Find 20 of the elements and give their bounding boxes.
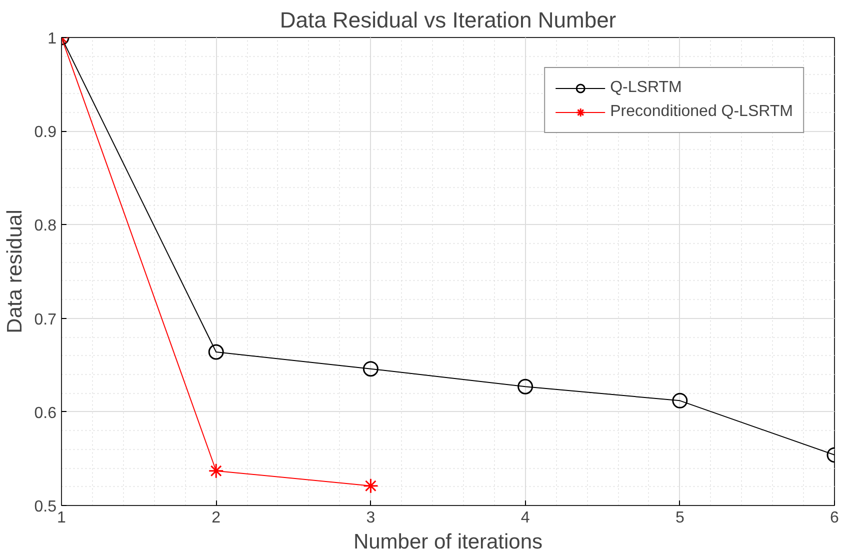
y-tick-label: 1 bbox=[48, 30, 57, 48]
y-tick-label: 0.5 bbox=[34, 498, 57, 516]
x-tick-label: 5 bbox=[675, 510, 684, 526]
point bbox=[362, 361, 378, 377]
chart-title: Data Residual vs Iteration Number bbox=[280, 8, 616, 32]
y-tick-label: 0.9 bbox=[34, 124, 57, 142]
x-tick-label: 2 bbox=[212, 510, 221, 526]
x-axis-title: Number of iterations bbox=[353, 530, 543, 554]
point bbox=[208, 463, 224, 479]
y-tick-label: 0.6 bbox=[34, 404, 57, 422]
legend-label: Q-LSRTM bbox=[610, 79, 682, 97]
legend-label: Preconditioned Q-LSRTM bbox=[610, 103, 793, 121]
point bbox=[362, 478, 378, 494]
x-tick-label: 6 bbox=[830, 510, 840, 526]
x-tick-label: 4 bbox=[520, 510, 530, 526]
y-tick-label: 0.7 bbox=[34, 311, 57, 328]
y-tick-label: 0.8 bbox=[34, 218, 57, 235]
x-tick-label: 3 bbox=[366, 510, 376, 526]
y-axis-title: Data residual bbox=[3, 210, 26, 334]
point bbox=[208, 344, 224, 360]
